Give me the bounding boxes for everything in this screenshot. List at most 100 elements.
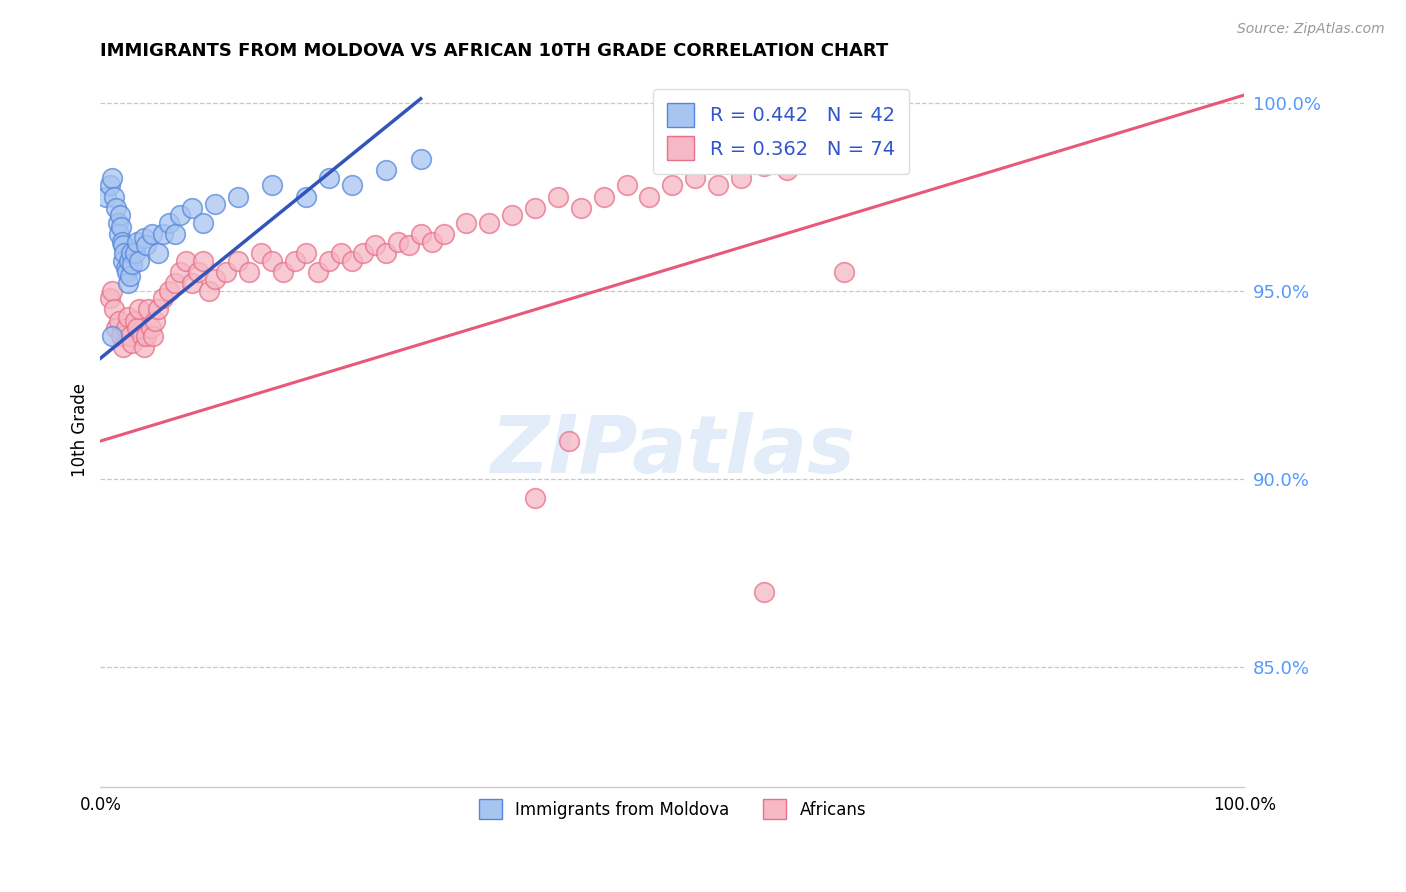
Point [707, 178, 730, 193]
Point [135, 238, 157, 252]
Point [105, 201, 128, 215]
Point [844, 133, 866, 147]
Point [157, 216, 180, 230]
Point [569, 201, 592, 215]
Point [174, 253, 197, 268]
Point [204, 197, 226, 211]
Point [111, 235, 134, 249]
Point [103, 189, 125, 203]
Point [107, 227, 129, 242]
Point [115, 265, 138, 279]
Point [152, 291, 174, 305]
Text: Source: ZipAtlas.com: Source: ZipAtlas.com [1237, 22, 1385, 37]
Point [307, 265, 329, 279]
Point [146, 246, 169, 260]
Point [163, 227, 186, 242]
Point [101, 328, 124, 343]
Point [524, 491, 547, 505]
Point [139, 321, 162, 335]
Point [295, 189, 318, 203]
Point [107, 314, 129, 328]
Point [121, 257, 143, 271]
Point [295, 246, 318, 260]
Point [616, 178, 638, 193]
Point [117, 310, 139, 324]
Legend: Immigrants from Moldova, Africans: Immigrants from Moldova, Africans [472, 793, 873, 825]
Point [180, 201, 202, 215]
Point [375, 163, 398, 178]
Point [478, 216, 501, 230]
Point [152, 227, 174, 242]
Point [120, 268, 142, 283]
Point [120, 246, 142, 260]
Point [204, 272, 226, 286]
Point [730, 170, 752, 185]
Point [832, 265, 855, 279]
Point [592, 189, 614, 203]
Text: IMMIGRANTS FROM MOLDOVA VS AFRICAN 10TH GRADE CORRELATION CHART: IMMIGRANTS FROM MOLDOVA VS AFRICAN 10TH … [100, 42, 889, 60]
Point [142, 328, 165, 343]
Point [121, 336, 143, 351]
Point [112, 238, 135, 252]
Point [284, 253, 307, 268]
Point [432, 227, 454, 242]
Point [329, 246, 352, 260]
Point [340, 178, 363, 193]
Point [143, 314, 166, 328]
Point [799, 152, 821, 166]
Point [157, 284, 180, 298]
Point [752, 584, 775, 599]
Point [98, 178, 121, 193]
Point [683, 170, 706, 185]
Point [110, 219, 132, 234]
Point [661, 178, 683, 193]
Point [456, 216, 478, 230]
Point [193, 216, 215, 230]
Point [135, 328, 157, 343]
Point [103, 302, 125, 317]
Point [94, 189, 117, 203]
Point [114, 321, 136, 335]
Point [118, 253, 141, 268]
Point [375, 246, 398, 260]
Point [409, 152, 432, 166]
Point [112, 340, 135, 354]
Point [107, 216, 129, 230]
Point [387, 235, 409, 249]
Point [138, 302, 160, 317]
Point [353, 246, 375, 260]
Point [273, 265, 295, 279]
Point [249, 246, 271, 260]
Point [101, 170, 124, 185]
Point [752, 160, 775, 174]
Point [131, 328, 153, 343]
Point [420, 235, 443, 249]
Y-axis label: 10th Grade: 10th Grade [72, 383, 89, 477]
Point [226, 189, 249, 203]
Point [98, 291, 121, 305]
Point [110, 328, 132, 343]
Point [187, 265, 209, 279]
Point [226, 253, 249, 268]
Point [776, 163, 799, 178]
Point [558, 434, 581, 448]
Point [141, 227, 163, 242]
Point [501, 208, 523, 222]
Point [215, 265, 238, 279]
Point [132, 340, 155, 354]
Point [238, 265, 260, 279]
Point [318, 253, 340, 268]
Point [125, 321, 148, 335]
Point [112, 253, 135, 268]
Point [260, 178, 283, 193]
Point [193, 253, 215, 268]
Point [318, 170, 340, 185]
Point [198, 284, 221, 298]
Point [125, 235, 148, 249]
Point [124, 314, 146, 328]
Point [128, 253, 150, 268]
Point [169, 265, 191, 279]
Point [112, 246, 135, 260]
Point [101, 284, 124, 298]
Point [105, 321, 128, 335]
